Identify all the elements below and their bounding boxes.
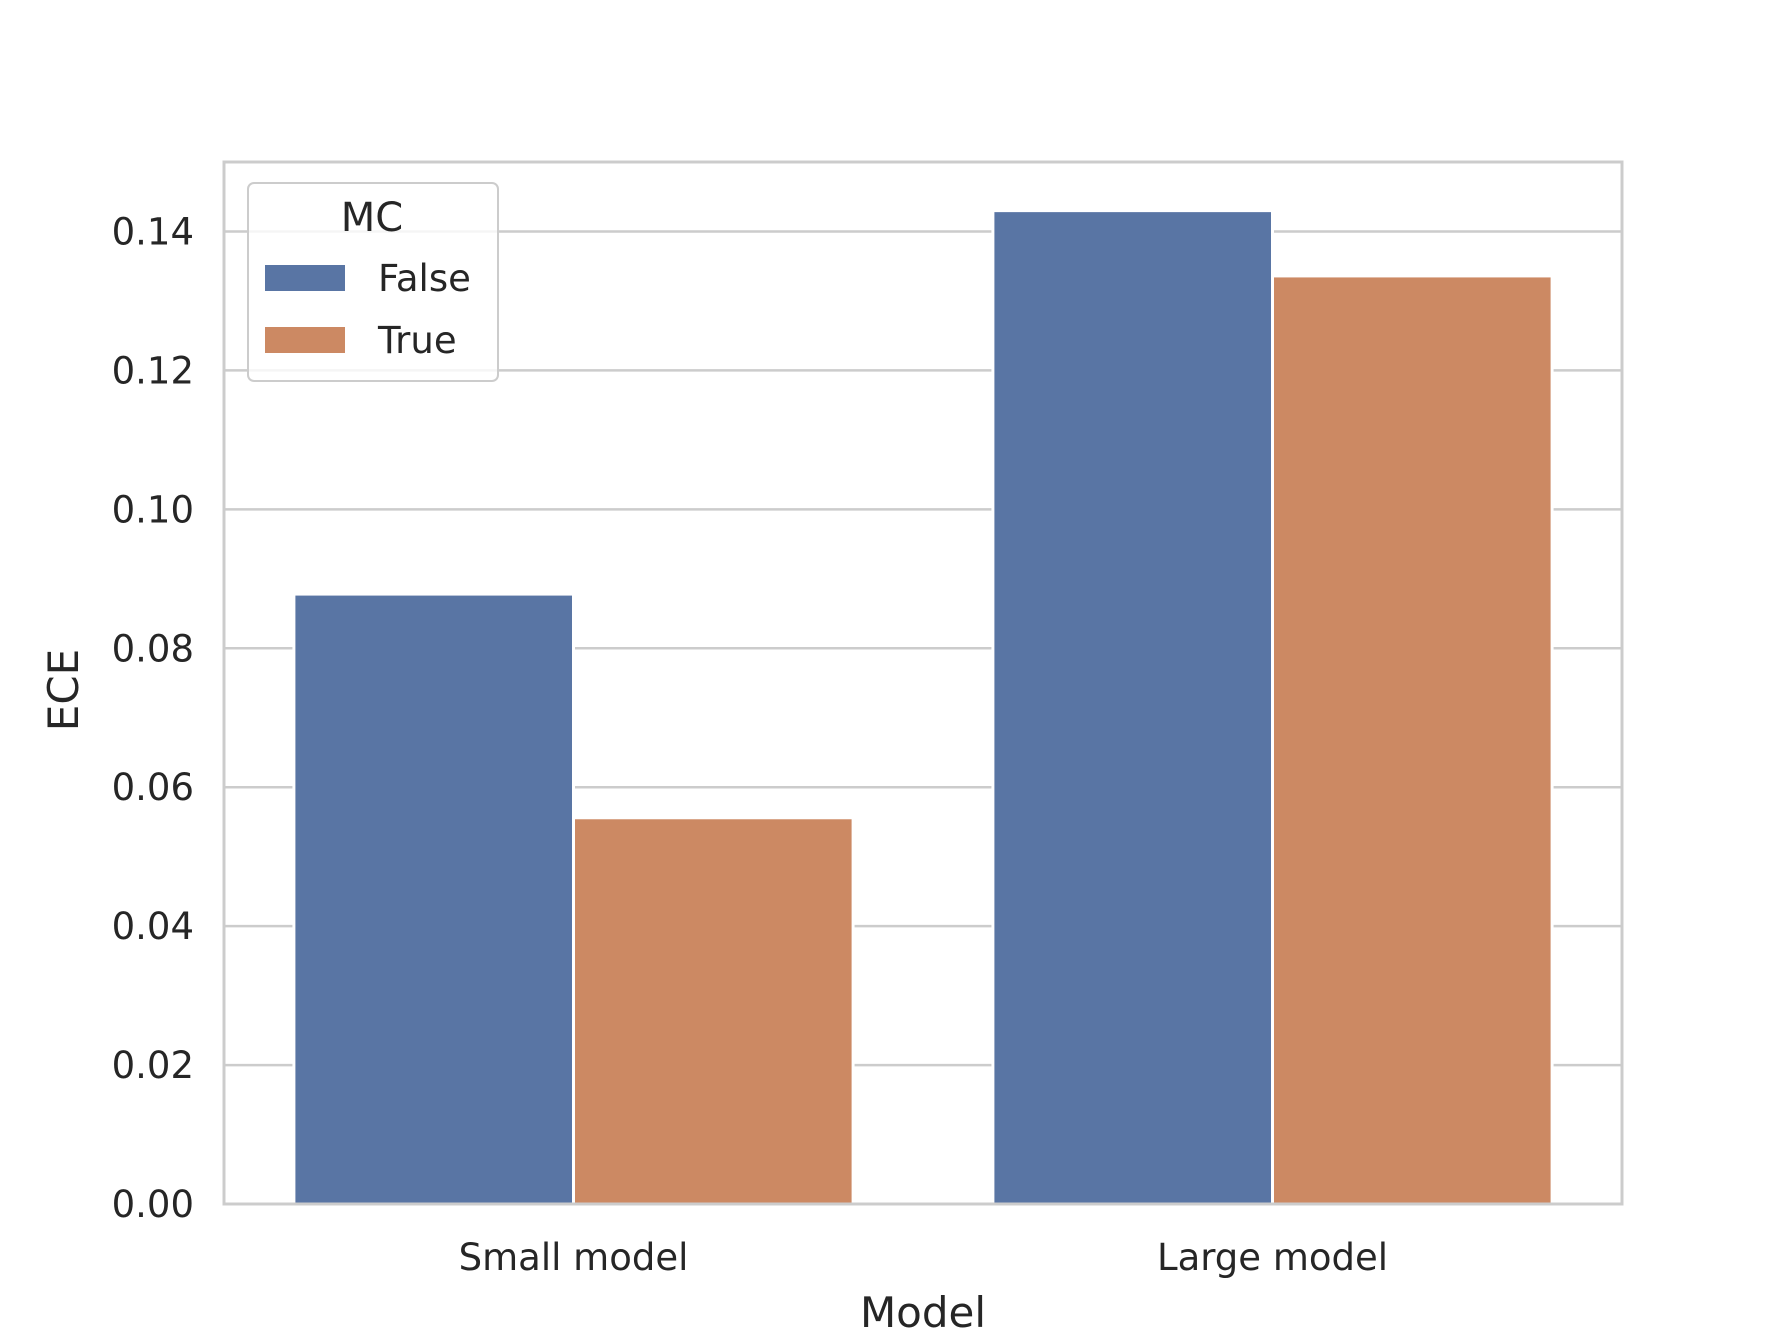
y-tick-label: 0.06 [112,766,194,809]
x-tick-labels: Small model Large model [459,1236,1388,1279]
y-tick-label: 0.08 [112,627,194,670]
bar-false-large-model [991,209,1275,1206]
x-tick-label: Large model [1157,1236,1388,1279]
bar-true-large-model [1271,274,1554,1206]
x-tick-label: Small model [459,1236,689,1279]
y-axis-label: ECE [39,649,88,731]
y-tick-label: 0.02 [112,1044,194,1087]
legend-swatch-false [265,265,345,291]
y-tick-labels: 0.00 0.02 0.04 0.06 0.08 0.10 0.12 0.14 [112,210,194,1226]
legend-swatch-true [265,327,345,353]
y-tick-label: 0.04 [112,905,194,948]
bar-true-small-model [572,816,855,1206]
bar-false-small-model [292,592,575,1206]
y-tick-label: 0.12 [112,349,194,392]
legend-title: MC [341,195,403,241]
legend: MC False True [247,182,499,382]
y-tick-label: 0.00 [112,1183,194,1226]
legend-label-true: True [377,319,457,362]
y-tick-label: 0.10 [112,488,194,531]
bars [292,209,1554,1206]
legend-entries: False True [265,257,471,362]
x-axis-label: Model [860,1288,986,1337]
plot-frame [222,160,1624,1206]
legend-label-false: False [378,257,471,300]
y-tick-label: 0.14 [112,210,194,253]
